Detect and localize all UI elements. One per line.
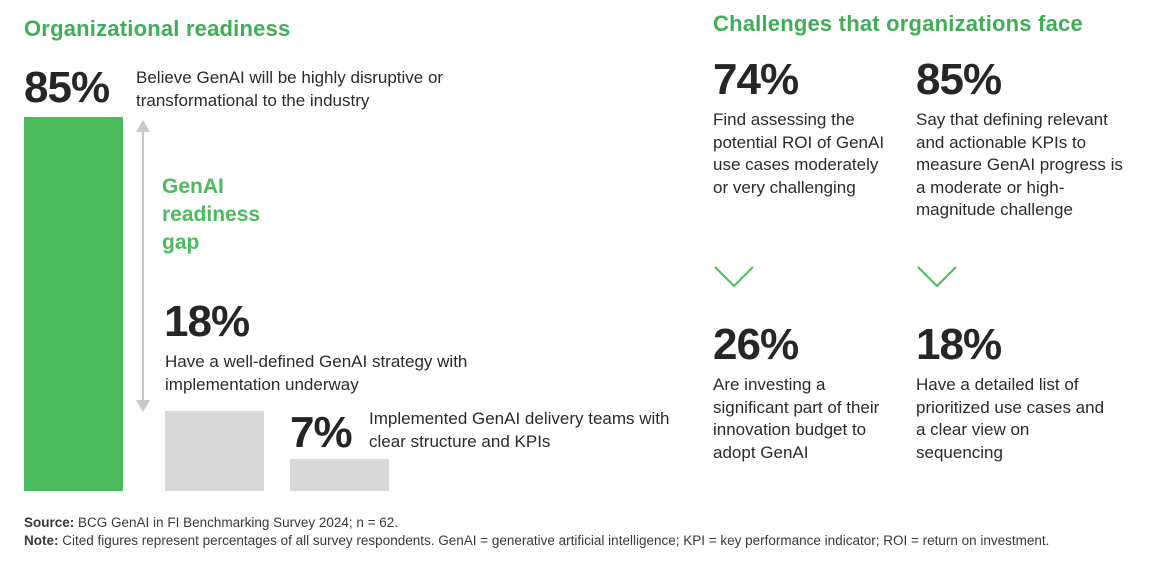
readiness-gap-label: GenAI readiness gap — [162, 173, 260, 257]
stat-roi-value: 74% — [713, 55, 799, 104]
note-text: Cited figures represent percentages of a… — [62, 533, 1050, 548]
gap-label-line-3: gap — [162, 231, 200, 254]
stat-delivery-value: 7% — [290, 408, 353, 457]
chevron-down-icon — [917, 266, 957, 288]
source-label: Source: — [24, 515, 75, 530]
note-label: Note: — [24, 533, 59, 548]
bar-delivery-teams — [290, 459, 389, 491]
stat-kpi-value: 85% — [916, 55, 1002, 104]
stat-kpi-text: Say that defining relevant and actionabl… — [916, 110, 1123, 219]
readiness-chart — [24, 117, 389, 491]
stat-use-cases-text: Have a detailed list of prioritized use … — [916, 375, 1105, 462]
stat-budget-value: 26% — [713, 320, 799, 369]
stat-delivery-text: Implemented GenAI delivery teams with cl… — [369, 409, 670, 451]
stat-disruptive-value: 85% — [24, 63, 110, 112]
source-text: BCG GenAI in FI Benchmarking Survey 2024… — [78, 515, 399, 530]
stat-roi-text: Find assessing the potential ROI of GenA… — [713, 110, 885, 197]
bar-disruptive — [24, 117, 123, 491]
bar-strategy — [165, 411, 264, 491]
gap-label-line-2: readiness — [162, 203, 261, 226]
readiness-gap-arrow — [136, 120, 150, 412]
stat-disruptive-text: Believe GenAI will be highly disruptive … — [136, 68, 444, 110]
stat-strategy-value: 18% — [164, 297, 250, 346]
footer-note: Note: Cited figures represent percentage… — [24, 532, 1134, 550]
left-section-title: Organizational readiness — [24, 16, 291, 41]
stat-use-cases-value: 18% — [916, 320, 1002, 369]
right-section-title: Challenges that organizations face — [713, 11, 1083, 36]
gap-label-line-1: GenAI — [162, 175, 224, 198]
stat-budget-text: Are investing a significant part of thei… — [713, 375, 880, 462]
chevron-down-icon — [714, 266, 754, 288]
footer-source: Source: BCG GenAI in FI Benchmarking Sur… — [24, 514, 1134, 532]
stat-strategy-text: Have a well-defined GenAI strategy with … — [165, 352, 468, 394]
